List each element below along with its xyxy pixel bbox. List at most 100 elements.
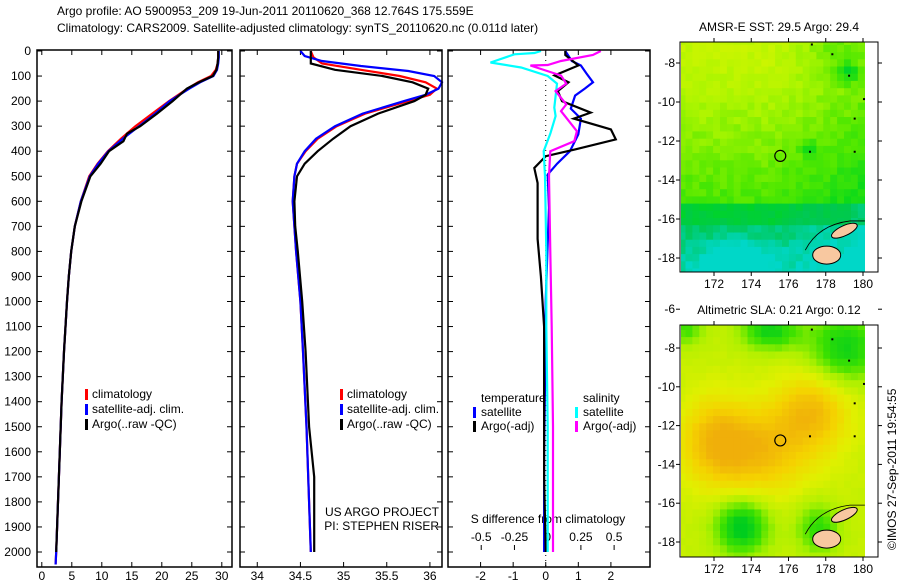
x-tick-label: 15 xyxy=(125,569,139,580)
lon-tick-label: 180 xyxy=(853,562,873,576)
lat-tick-label: -12 xyxy=(658,419,676,433)
depth-tick-label: 0 xyxy=(24,44,31,58)
x-tick-label: 1 xyxy=(575,569,582,580)
island-dot xyxy=(863,98,865,101)
series-satellite-adj-clim- xyxy=(291,50,444,553)
x-tick-label: 2 xyxy=(608,569,615,580)
x-tick-label: -2 xyxy=(475,569,486,580)
lat-tick-label: -18 xyxy=(658,535,676,549)
panel-frame xyxy=(36,49,233,568)
depth-tick-label: 1900 xyxy=(4,520,31,534)
lat-tick-label: -14 xyxy=(658,173,676,187)
depth-tick-label: 900 xyxy=(11,269,31,283)
island-dot xyxy=(831,53,834,56)
legend-swatch xyxy=(340,419,343,430)
island-dot xyxy=(853,150,856,153)
lon-tick-label: 172 xyxy=(704,562,724,576)
x-tick-label: 10 xyxy=(95,569,109,580)
legend-swatch xyxy=(473,421,476,432)
depth-tick-label: 1600 xyxy=(4,445,31,459)
island-dot xyxy=(848,74,851,77)
credit-text: ©IMOS 27-Sep-2011 19:54:55 xyxy=(885,388,899,550)
panel-difference: -2-1012T difference from climatology-0.5… xyxy=(447,49,651,580)
lat-tick-label: -8 xyxy=(664,341,675,355)
island-dot xyxy=(808,150,811,153)
lon-tick-label: 176 xyxy=(778,277,798,291)
lon-tick-label: 178 xyxy=(816,277,836,291)
depth-tick-label: 1800 xyxy=(4,495,31,509)
x-tick-label: 34 xyxy=(251,569,265,580)
island-dot xyxy=(810,328,813,331)
lat-tick-label: -16 xyxy=(658,496,676,510)
x-tick-label: 20 xyxy=(155,569,169,580)
depth-tick-label: 1300 xyxy=(4,370,31,384)
x-tick-label: -1 xyxy=(508,569,519,580)
series-argo-raw-qc- xyxy=(55,51,220,553)
island-dot xyxy=(853,435,856,438)
land-fiji xyxy=(804,43,865,265)
x-tick-label: 0 xyxy=(38,569,45,580)
legend-label: Argo(..raw -QC) xyxy=(347,417,432,431)
map-sla: -6 -8 -10 -12 -14 -16 -18 172 174 176 178 180 Altime… xyxy=(658,302,882,576)
x-tick-label: 25 xyxy=(185,569,199,580)
panel-frame xyxy=(239,49,443,568)
map-title: Altimetric SLA: 0.21 Argo: 0.12 xyxy=(697,303,861,317)
island-dot xyxy=(810,43,813,46)
panel-frame xyxy=(447,49,651,568)
island-dot xyxy=(831,338,834,341)
island-dot xyxy=(848,359,851,362)
legend-label: Argo(..raw -QC) xyxy=(92,417,177,431)
s-tick-label: -0.5 xyxy=(471,530,492,544)
x-tick-label: 34.5 xyxy=(289,569,313,580)
lat-tick-label: -12 xyxy=(658,134,676,148)
island-dot xyxy=(853,117,856,120)
legend-swatch xyxy=(85,404,88,415)
series-t-argo-adj- xyxy=(533,51,618,553)
lat-tick-label: -18 xyxy=(658,251,676,265)
legend-swatch xyxy=(340,404,343,415)
depth-tick-label: 1100 xyxy=(5,320,31,334)
lon-tick-label: 174 xyxy=(741,277,761,291)
lat-tick-label: -10 xyxy=(658,95,676,109)
island-dot xyxy=(853,402,856,405)
s-tick-label: 0.5 xyxy=(606,530,623,544)
project-label: US ARGO PROJECT xyxy=(325,505,440,519)
depth-tick-label: 1200 xyxy=(4,345,31,359)
panel-temperature: 0100200300400500600700800900100011001200… xyxy=(4,44,233,580)
legend-label: satellite xyxy=(481,405,522,419)
legend-label: climatology xyxy=(92,387,152,401)
depth-tick-label: 400 xyxy=(11,144,31,158)
map-color-field xyxy=(681,325,865,557)
legend-header-temperature: temperature xyxy=(481,391,546,405)
depth-tick-label: 100 xyxy=(11,69,31,83)
depth-tick-label: 600 xyxy=(11,194,31,208)
legend-swatch xyxy=(85,419,88,430)
depth-tick-label: 1700 xyxy=(4,470,31,484)
map-title: AMSR-E SST: 29.5 Argo: 29.4 xyxy=(699,20,859,34)
legend-header-salinity: salinity xyxy=(583,391,620,405)
series-argo-raw-qc- xyxy=(293,51,430,552)
legend-swatch xyxy=(85,389,88,400)
depth-tick-label: 1400 xyxy=(4,395,31,409)
lon-tick-label: 176 xyxy=(778,562,798,576)
depth-tick-label: 1000 xyxy=(4,295,31,309)
depth-tick-label: 800 xyxy=(11,244,31,258)
lon-tick-label: 174 xyxy=(741,562,761,576)
lat-tick-label: -6 xyxy=(664,302,675,316)
map-frame xyxy=(679,324,879,558)
argo-location-marker xyxy=(774,149,787,162)
depth-tick-label: 500 xyxy=(11,169,31,183)
x-tick-label: 0 xyxy=(542,569,549,580)
depth-tick-label: 300 xyxy=(11,119,31,133)
island-dot xyxy=(863,382,865,385)
lat-tick-label: -10 xyxy=(658,380,676,394)
legend-label: satellite-adj. clim. xyxy=(347,402,439,416)
x-tick-label: 35.5 xyxy=(375,569,399,580)
argo-location-marker xyxy=(774,434,787,447)
series-s-argo-adj- xyxy=(530,50,602,552)
legend-swatch xyxy=(575,421,578,432)
title-line-1: Argo profile: AO 5900953_209 19-Jun-2011… xyxy=(57,4,474,18)
map-sst: -8 -10 -12 -14 -16 -18 172 174 176 178 180 AMSR-E S… xyxy=(658,20,882,291)
pi-label: PI: STEPHEN RISER xyxy=(324,519,439,533)
